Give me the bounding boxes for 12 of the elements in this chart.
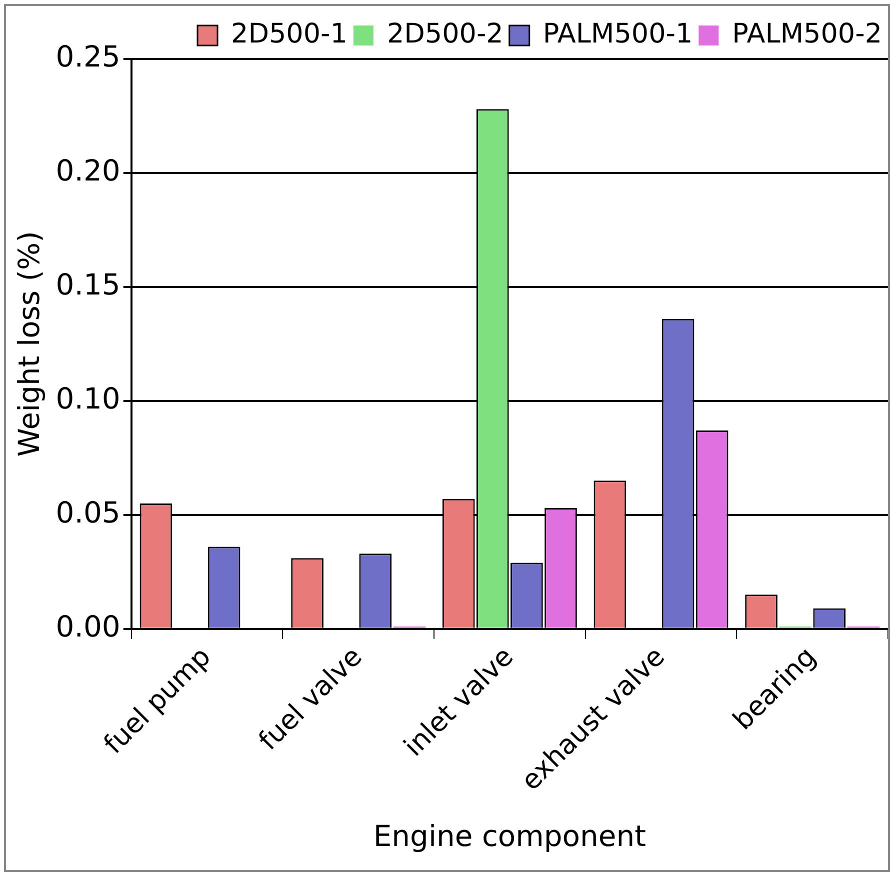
legend-label: 2D500-2 [386, 18, 504, 50]
legend-label: PALM500-1 [542, 18, 693, 50]
y-tick-label: 0.10 [56, 381, 120, 416]
legend-label: PALM500-2 [732, 18, 882, 50]
y-tick-label: 0.20 [56, 154, 120, 188]
x-axis-title: Engine component [373, 819, 646, 854]
y-tick-label: 0.25 [56, 40, 120, 74]
y-tick-label: 0.15 [56, 267, 120, 302]
y-tick-label: 0.05 [56, 495, 120, 530]
legend-label: 2D500-1 [231, 18, 348, 50]
y-axis-title: Weight loss (%) [12, 231, 46, 457]
y-tick-label: 0.00 [56, 609, 120, 644]
